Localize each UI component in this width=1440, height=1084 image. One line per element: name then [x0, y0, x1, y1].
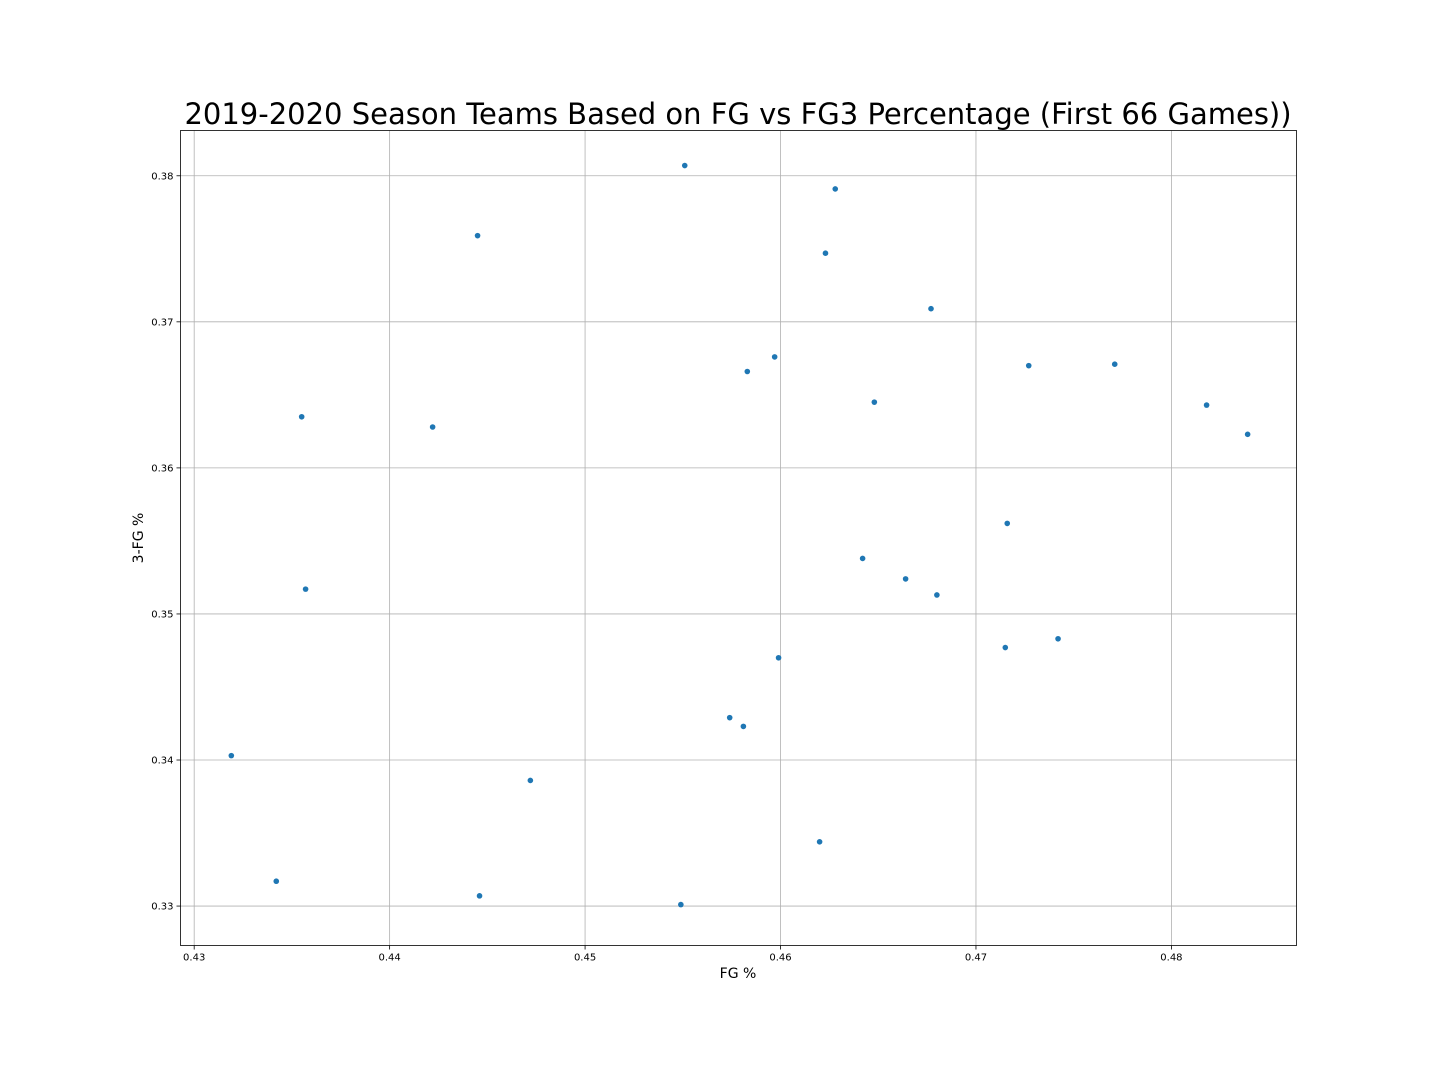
plot-area [180, 130, 1297, 946]
data-point [1111, 361, 1118, 367]
x-tick-label: 0.45 [574, 953, 596, 964]
y-tick-label: 0.34 [151, 756, 173, 767]
data-point [740, 723, 747, 730]
data-point [1055, 635, 1061, 642]
y-axis-label: 3-FG % [131, 513, 147, 564]
data-point [832, 186, 839, 192]
data-point [302, 586, 309, 592]
data-point [726, 714, 733, 721]
x-axis-label: FG % [720, 966, 757, 982]
data-point [1002, 644, 1009, 651]
data-point [527, 777, 534, 784]
data-point [429, 424, 436, 430]
y-tick-label: 0.36 [151, 463, 173, 474]
data-point [744, 368, 751, 375]
y-tick-label: 0.33 [151, 902, 173, 913]
data-point [1203, 402, 1210, 408]
x-tick-label: 0.48 [1160, 953, 1182, 964]
data-point [902, 576, 909, 582]
data-point [678, 901, 684, 908]
data-point [871, 399, 878, 405]
data-point [928, 305, 934, 312]
data-point [934, 592, 940, 598]
data-point [298, 413, 305, 420]
data-point [1004, 520, 1011, 527]
data-point [273, 878, 280, 885]
y-tick-label: 0.38 [151, 171, 173, 182]
chart-title: 2019-2020 Season Teams Based on FG vs FG… [184, 97, 1291, 131]
y-tick-label: 0.37 [151, 317, 173, 328]
data-point [822, 250, 829, 256]
x-tick-label: 0.47 [965, 953, 987, 964]
data-point [474, 232, 481, 239]
data-point [681, 162, 688, 169]
data-points [228, 162, 1251, 908]
grid-lines [180, 130, 1297, 946]
axis-ticks: 0.43 0.44 0.45 0.46 0.47 0.48 0.33 0.34 0.35 0.36… [151, 171, 1182, 963]
data-point [771, 354, 778, 360]
data-point [859, 555, 866, 562]
x-tick-label: 0.44 [378, 953, 400, 964]
data-point [476, 893, 483, 899]
data-point [816, 838, 823, 845]
data-point [228, 752, 235, 759]
x-tick-label: 0.43 [183, 953, 205, 964]
data-point [1025, 362, 1032, 369]
data-point [775, 654, 782, 661]
x-tick-label: 0.46 [769, 953, 791, 964]
y-tick-label: 0.35 [151, 609, 173, 620]
data-point [1244, 431, 1251, 438]
